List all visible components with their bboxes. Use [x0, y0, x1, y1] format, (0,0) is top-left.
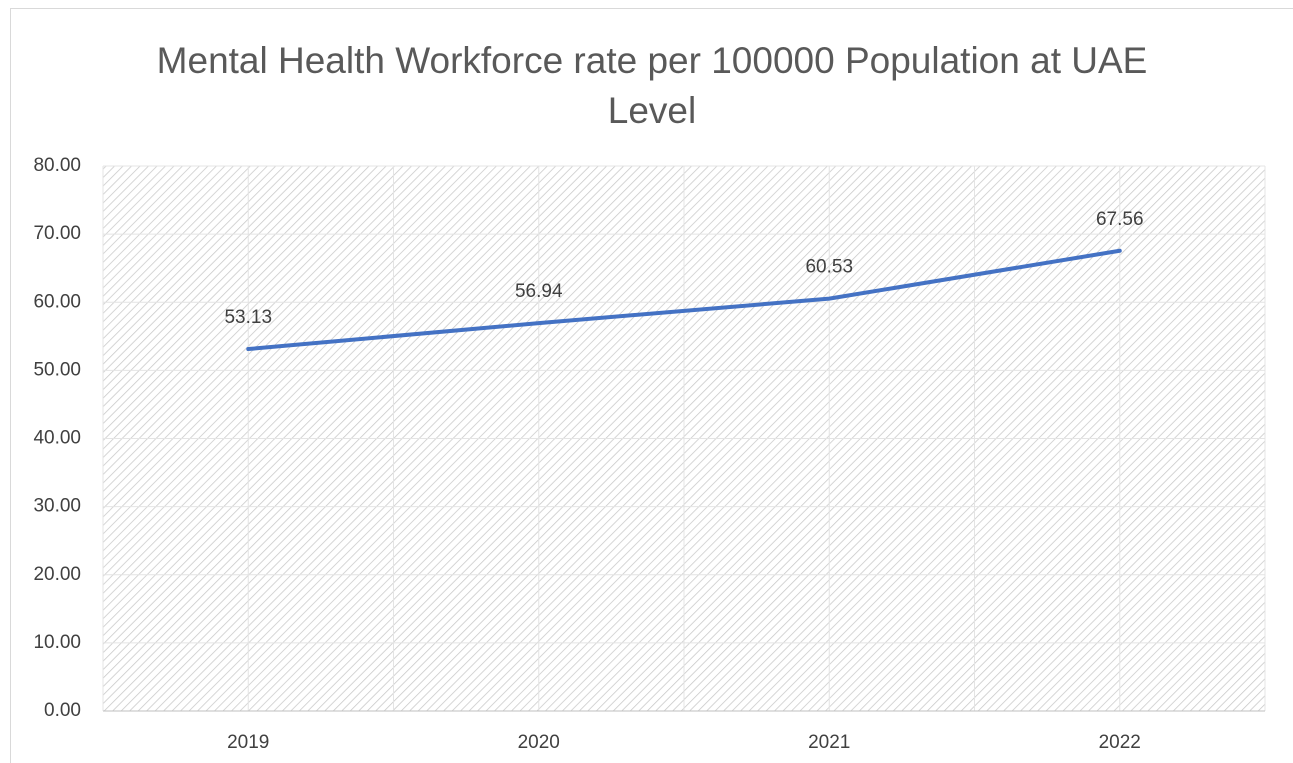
- y-tick-label: 80.00: [33, 155, 81, 176]
- y-tick-label: 0.00: [44, 700, 81, 721]
- data-label: 56.94: [515, 281, 563, 302]
- chart-title: Mental Health Workforce rate per 100000 …: [156, 40, 1148, 131]
- y-tick-label: 70.00: [33, 223, 81, 244]
- y-tick-label: 20.00: [33, 564, 81, 585]
- x-tick-label: 2019: [227, 732, 269, 753]
- y-tick-label: 30.00: [33, 496, 81, 517]
- data-label: 53.13: [224, 307, 272, 328]
- line-series: [246, 248, 1122, 352]
- chart-border: [10, 8, 1293, 763]
- data-label: 60.53: [805, 257, 853, 278]
- y-tick-label: 10.00: [33, 632, 81, 653]
- x-tick-label: 2021: [808, 732, 850, 753]
- y-tick-label: 50.00: [33, 359, 81, 380]
- data-label: 67.56: [1096, 209, 1144, 230]
- x-tick-label: 2020: [518, 732, 560, 753]
- y-tick-label: 40.00: [33, 428, 81, 449]
- y-tick-label: 60.00: [33, 291, 81, 312]
- x-tick-label: 2022: [1099, 732, 1141, 753]
